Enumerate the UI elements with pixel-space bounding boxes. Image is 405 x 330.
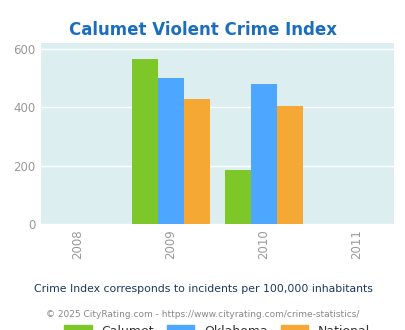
Bar <box>157 78 183 224</box>
Bar <box>183 99 209 224</box>
Bar <box>250 84 276 224</box>
Text: Calumet Violent Crime Index: Calumet Violent Crime Index <box>69 21 336 39</box>
Text: Crime Index corresponds to incidents per 100,000 inhabitants: Crime Index corresponds to incidents per… <box>34 284 371 294</box>
Legend: Calumet, Oklahoma, National: Calumet, Oklahoma, National <box>64 325 369 330</box>
Text: © 2025 CityRating.com - https://www.cityrating.com/crime-statistics/: © 2025 CityRating.com - https://www.city… <box>46 310 359 319</box>
Bar <box>224 170 250 224</box>
Bar <box>276 106 302 224</box>
Bar <box>131 59 157 224</box>
